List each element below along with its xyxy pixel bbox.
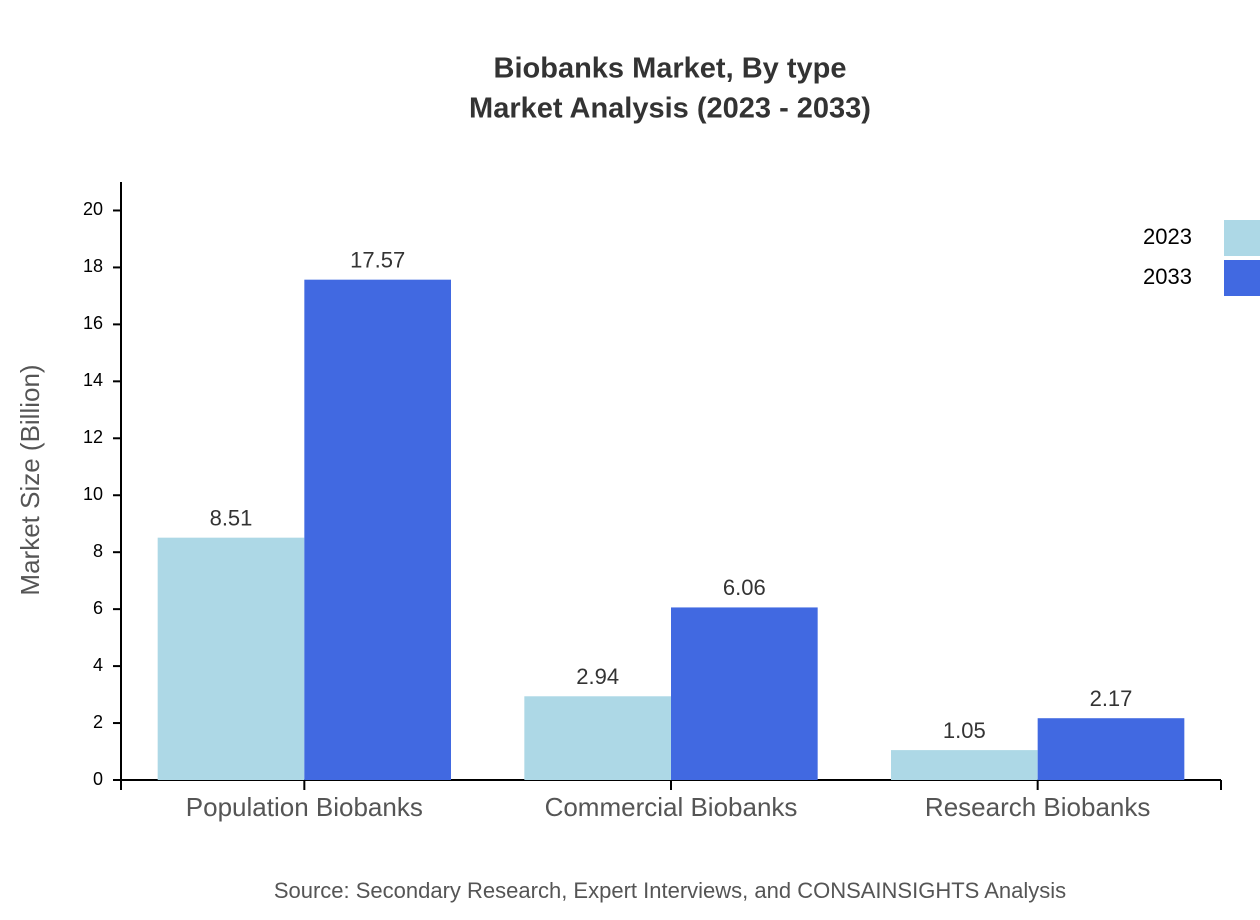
y-tick-label: 16 (83, 313, 103, 333)
bar (304, 279, 451, 780)
value-label: 8.51 (210, 505, 253, 530)
chart-title: Biobanks Market, By type (494, 53, 847, 85)
y-tick-label: 20 (83, 199, 103, 219)
source-note: Source: Secondary Research, Expert Inter… (274, 878, 1066, 903)
x-tick-label: Research Biobanks (925, 792, 1150, 822)
bar (671, 607, 818, 780)
y-tick-label: 8 (93, 541, 103, 561)
x-tick-label: Commercial Biobanks (545, 792, 798, 822)
bar (1037, 718, 1185, 780)
y-tick-label: 6 (93, 598, 103, 618)
value-label: 17.57 (350, 247, 405, 272)
chart-subtitle: Market Analysis (2023 - 2033) (469, 93, 871, 125)
value-label: 6.06 (723, 575, 766, 600)
x-tick-label: Population Biobanks (186, 792, 423, 822)
y-tick-label: 0 (93, 769, 103, 789)
legend-label: 2033 (1143, 264, 1192, 289)
value-label: 1.05 (943, 718, 986, 743)
y-tick-label: 18 (83, 256, 103, 276)
bar (157, 537, 305, 780)
legend-swatch (1224, 220, 1260, 256)
y-tick-label: 4 (93, 655, 103, 675)
value-label: 2.94 (576, 664, 619, 689)
y-axis-label: Market Size (Billion) (15, 364, 45, 595)
y-tick-label: 10 (83, 484, 103, 504)
legend-label: 2023 (1143, 224, 1192, 249)
y-tick-label: 14 (83, 370, 103, 390)
bar (891, 750, 1038, 780)
y-tick-label: 2 (93, 712, 103, 732)
value-label: 2.17 (1090, 686, 1133, 711)
bar (524, 696, 671, 780)
legend-swatch (1224, 260, 1260, 296)
y-tick-label: 12 (83, 427, 103, 447)
